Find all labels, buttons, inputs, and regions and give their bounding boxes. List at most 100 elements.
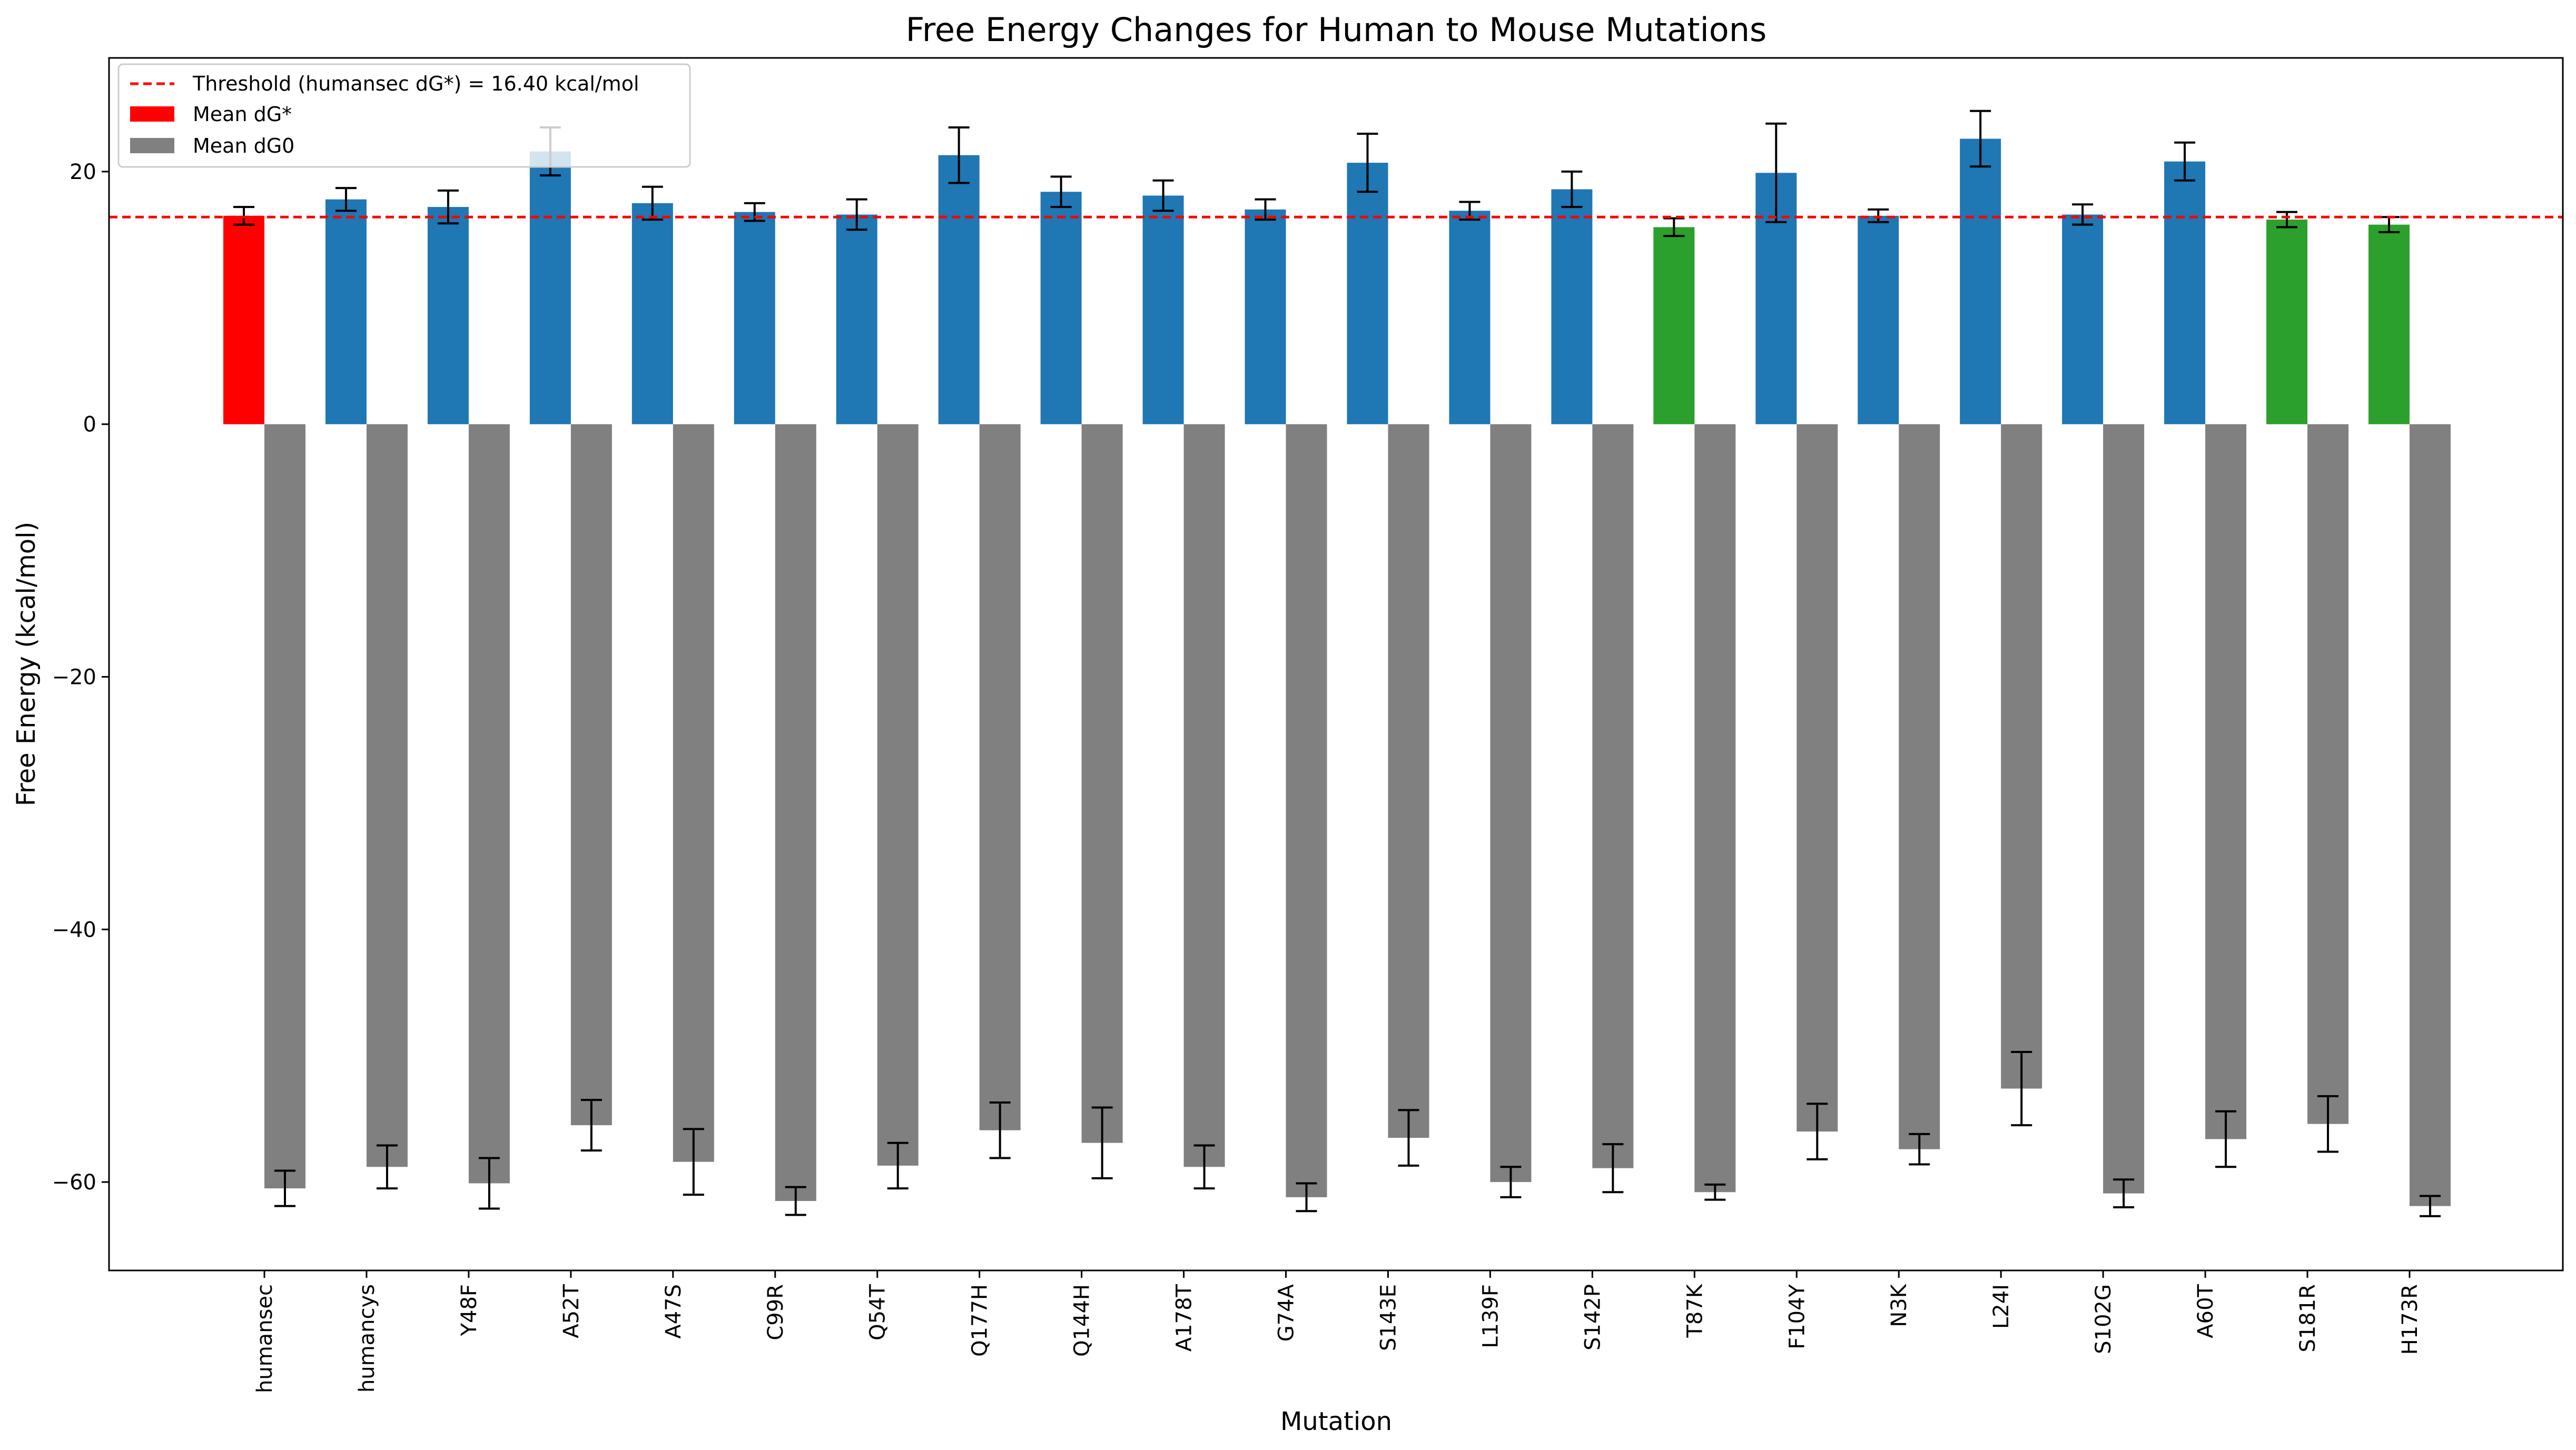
plot-frame — [108, 57, 2564, 1272]
bar-dg0-H173R — [2410, 424, 2451, 1206]
bar-dg0-S142P — [1592, 424, 1634, 1168]
x-tick-label-S143E: S143E — [1376, 1284, 1400, 1351]
bar-dgstar-S143E — [1347, 163, 1388, 424]
legend-threshold-label: Threshold (humansec dG*) = 16.40 kcal/mo… — [192, 72, 639, 95]
x-tick-label-S102G: S102G — [2091, 1284, 2116, 1354]
error-bar-dg0-S142P — [1602, 1143, 1624, 1194]
error-bar-dg0-L24I — [2011, 1050, 2032, 1127]
bar-dg0-A47S — [673, 424, 714, 1162]
error-bar-dg0-S102G — [2113, 1178, 2135, 1209]
x-tick-label-Q177H: Q177H — [968, 1284, 992, 1357]
y-axis: −60 −40 −20 0 20 — [52, 160, 109, 1195]
bar-dgstar-A47S — [631, 203, 673, 424]
bar-dg0-Q54T — [877, 424, 919, 1166]
legend: Threshold (humansec dG*) = 16.40 kcal/mo… — [117, 63, 691, 168]
bar-dgstar-N3K — [1858, 215, 1899, 424]
error-bar-dg0-A60T — [2215, 1110, 2237, 1168]
error-bar-dgstar-Q144H — [1050, 175, 1072, 208]
bar-dgstar-Q144H — [1040, 192, 1082, 424]
error-bar-dg0-humancys — [376, 1144, 398, 1190]
x-tick-label-C99R: C99R — [764, 1284, 788, 1340]
x-tick-label-Y48F: Y48F — [457, 1284, 481, 1336]
error-bar-dg0-F104Y — [1807, 1103, 1828, 1160]
error-bars-layer — [233, 110, 2441, 1217]
x-tick-label-humansec: humansec — [253, 1284, 277, 1393]
x-tick-label-A60T: A60T — [2194, 1284, 2218, 1338]
error-bar-dg0-A52T — [580, 1099, 602, 1152]
error-bar-dgstar-G74A — [1255, 198, 1276, 221]
error-bar-dgstar-Y48F — [437, 189, 459, 225]
bar-dgstar-A52T — [529, 151, 571, 424]
bar-dgstar-S142P — [1551, 189, 1593, 424]
error-bar-dg0-Q144H — [1091, 1106, 1113, 1179]
x-axis: humansec humancys Y48F A52T A47S C99R Q54T Q177… — [253, 1270, 2422, 1393]
x-tick-label-A47S: A47S — [662, 1284, 686, 1339]
x-tick-label-L24I: L24I — [1989, 1284, 2014, 1329]
x-tick-label-S142P: S142P — [1581, 1284, 1605, 1350]
error-bar-dgstar-A178T — [1152, 179, 1174, 212]
error-bar-dgstar-Q177H — [948, 126, 970, 184]
x-tick-label-Q144H: Q144H — [1070, 1284, 1094, 1357]
error-bar-dgstar-F104Y — [1765, 122, 1787, 223]
legend-dg0-label: Mean dG0 — [193, 134, 294, 157]
bar-dg0-Q144H — [1081, 424, 1123, 1143]
error-bar-dgstar-S181R — [2276, 211, 2298, 229]
x-tick-label-T87K: T87K — [1683, 1283, 1707, 1338]
bar-dg0-F104Y — [1797, 424, 1838, 1132]
error-bar-dgstar-A47S — [641, 185, 663, 221]
bar-dg0-T87K — [1694, 424, 1736, 1193]
bar-dgstar-Q54T — [836, 214, 877, 424]
error-bar-dgstar-S143E — [1357, 132, 1378, 193]
bar-dg0-S102G — [2103, 424, 2145, 1194]
bar-dgstar-G74A — [1245, 209, 1286, 424]
bar-dgstar-humansec — [223, 215, 264, 424]
error-bar-dg0-A47S — [683, 1128, 704, 1196]
bar-dgstar-L24I — [1960, 138, 2001, 424]
legend-box — [117, 63, 691, 168]
bar-dg0-A178T — [1183, 424, 1225, 1167]
bar-dgstar-H173R — [2368, 224, 2410, 424]
error-bar-dg0-C99R — [785, 1186, 806, 1216]
bar-dgstar-C99R — [734, 212, 775, 424]
error-bar-dg0-Q54T — [887, 1141, 909, 1190]
bar-dg0-A52T — [570, 424, 612, 1126]
x-axis-title: Mutation — [1280, 1407, 1392, 1436]
bar-dg0-Y48F — [468, 424, 510, 1184]
x-tick-label-S181R: S181R — [2296, 1284, 2320, 1353]
bar-dg0-humansec — [264, 424, 305, 1189]
error-bar-dg0-N3K — [1909, 1133, 1930, 1166]
x-tick-label-N3K: N3K — [1887, 1283, 1911, 1327]
bars-layer — [223, 138, 2451, 1206]
bar-dg0-C99R — [775, 424, 816, 1201]
error-bar-dg0-H173R — [2420, 1195, 2441, 1217]
y-tick-label: 0 — [83, 413, 96, 437]
error-bar-dgstar-A60T — [2174, 141, 2196, 182]
x-tick-label-A52T: A52T — [559, 1284, 584, 1338]
bar-dg0-A60T — [2205, 424, 2247, 1139]
legend-dg0-swatch — [130, 138, 174, 153]
x-tick-label-H173R: H173R — [2398, 1284, 2422, 1355]
bar-dgstar-S102G — [2062, 214, 2104, 424]
error-bar-dgstar-Q54T — [846, 198, 867, 231]
y-tick-label: −60 — [52, 1170, 96, 1195]
legend-dgstar-label: Mean dG* — [193, 103, 292, 126]
bar-dgstar-humancys — [325, 199, 367, 424]
bar-dg0-S143E — [1388, 424, 1429, 1138]
bar-dg0-L139F — [1490, 424, 1532, 1183]
error-bar-dg0-S143E — [1398, 1109, 1419, 1167]
bar-dg0-Q177H — [979, 424, 1021, 1130]
x-tick-label-L139F: L139F — [1478, 1284, 1503, 1348]
bar-dg0-L24I — [2001, 424, 2042, 1089]
y-tick-label: −20 — [52, 665, 96, 689]
y-tick-label: −40 — [52, 918, 96, 942]
bar-dgstar-A60T — [2164, 161, 2206, 424]
error-bar-dg0-L139F — [1500, 1166, 1522, 1198]
error-bar-dgstar-humancys — [335, 187, 357, 212]
bar-dgstar-A178T — [1142, 195, 1184, 424]
x-tick-label-humancys: humancys — [355, 1284, 379, 1393]
bar-dgstar-T87K — [1653, 227, 1695, 424]
legend-dgstar-swatch — [130, 106, 174, 122]
bar-dg0-N3K — [1899, 424, 1940, 1149]
bar-dgstar-Y48F — [427, 207, 469, 424]
